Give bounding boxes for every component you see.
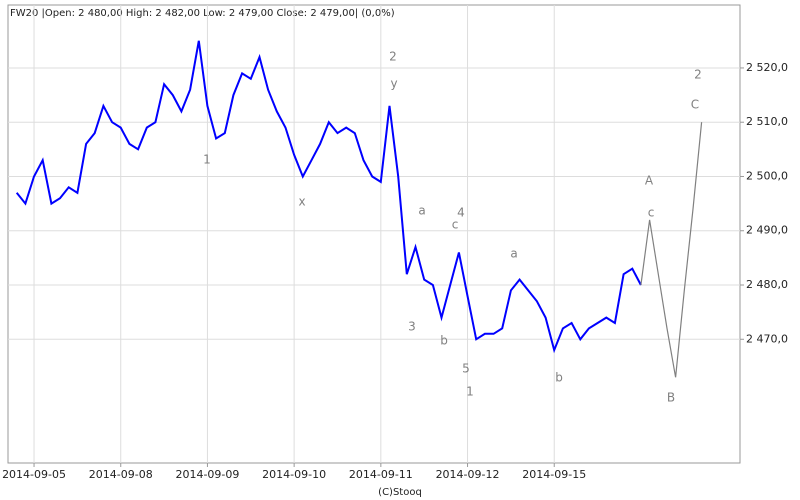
wave-label: 5 — [462, 362, 470, 376]
price-line — [640, 122, 703, 378]
y-tick-label: 2 480,0 — [746, 278, 788, 291]
wave-label: a — [418, 204, 425, 218]
wave-label: c — [648, 206, 655, 220]
y-tick-label: 2 470,0 — [746, 332, 788, 345]
x-tick-label: 2014-09-12 — [436, 468, 500, 481]
wave-label: 2 — [389, 50, 397, 64]
x-tick-label: 2014-09-11 — [349, 468, 413, 481]
y-tick-label: 2 520,0 — [746, 61, 788, 74]
x-tick-label: 2014-09-05 — [2, 468, 66, 481]
wave-label: x — [298, 195, 305, 209]
wave-label: A — [645, 174, 654, 188]
chart-title: FW20 |Open: 2 480,00 High: 2 482,00 Low:… — [10, 8, 395, 19]
footer: (C)Stooq — [378, 487, 422, 498]
wave-label: 3 — [408, 320, 416, 334]
wave-label: b — [555, 371, 563, 385]
y-tick-label: 2 500,0 — [746, 169, 788, 182]
wave-label: 2 — [694, 68, 702, 82]
plot-frame — [7, 4, 741, 464]
wave-label: a — [510, 247, 517, 261]
x-tick-label: 2014-09-10 — [262, 468, 326, 481]
wave-label: C — [691, 98, 699, 112]
wave-label: y — [390, 77, 397, 91]
x-tick-label: 2014-09-15 — [522, 468, 586, 481]
y-tick-label: 2 510,0 — [746, 115, 788, 128]
y-tick-label: 2 490,0 — [746, 224, 788, 237]
wave-label: b — [440, 334, 448, 348]
x-tick-label: 2014-09-08 — [89, 468, 153, 481]
wave-label: 1 — [203, 153, 211, 167]
price-line — [15, 40, 642, 354]
wave-label: B — [667, 391, 675, 405]
x-tick-label: 2014-09-09 — [175, 468, 239, 481]
wave-label: c — [452, 218, 459, 232]
wave-label: 1 — [466, 385, 474, 399]
wave-label: 4 — [457, 206, 465, 220]
